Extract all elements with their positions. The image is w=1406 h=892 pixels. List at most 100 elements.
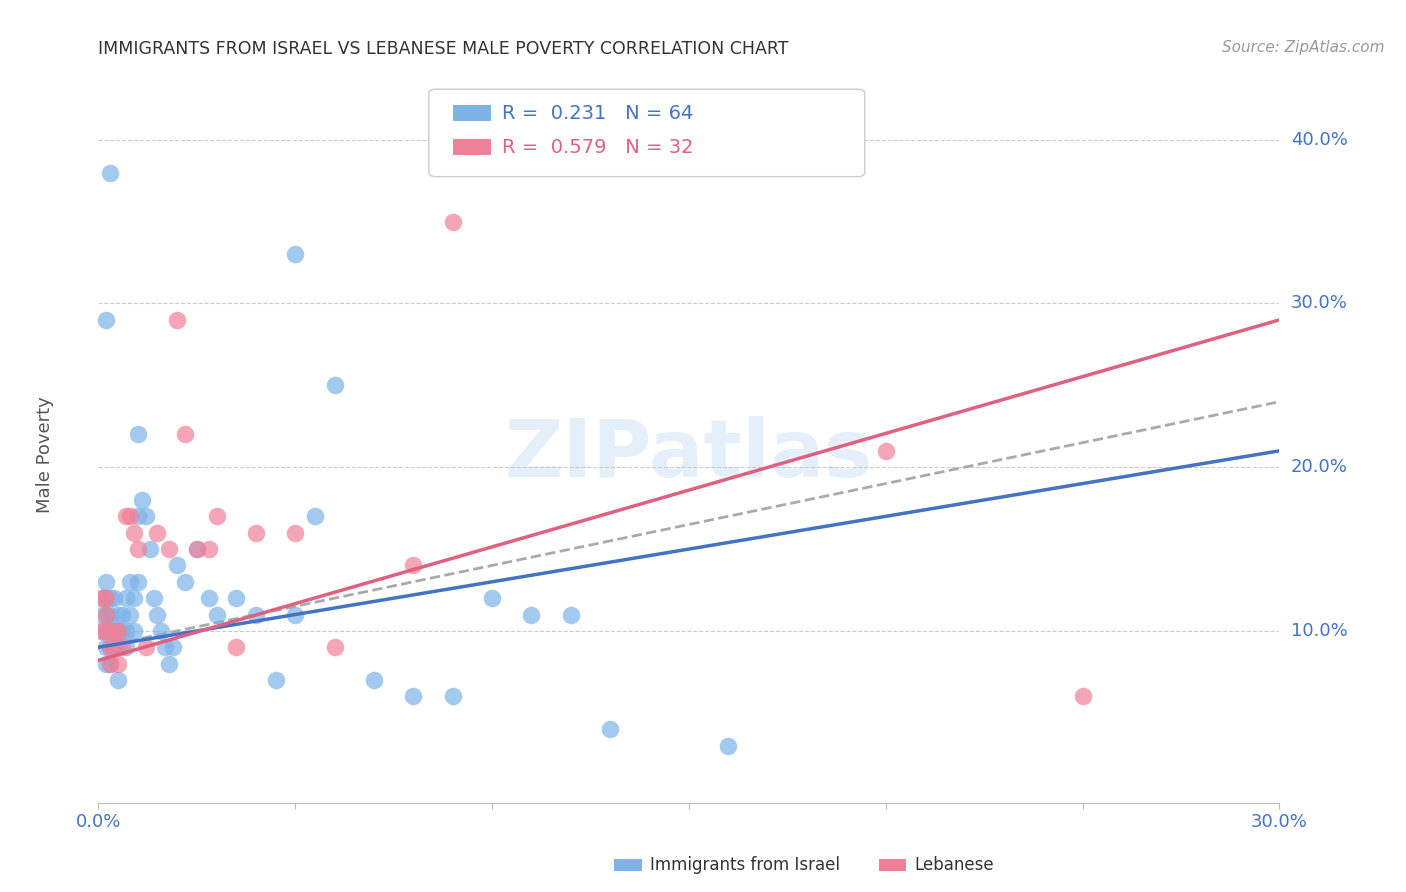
Point	[146, 607, 169, 622]
Point	[225, 591, 247, 606]
Point	[264, 673, 287, 687]
Point	[162, 640, 184, 655]
Point	[127, 574, 149, 589]
Point	[363, 673, 385, 687]
Point	[98, 607, 121, 622]
Point	[111, 607, 134, 622]
Point	[98, 591, 121, 606]
Point	[96, 624, 118, 638]
Point	[91, 591, 114, 606]
Point	[1071, 690, 1094, 704]
Point	[174, 427, 197, 442]
Point	[205, 509, 228, 524]
Text: Immigrants from Israel: Immigrants from Israel	[651, 856, 841, 874]
Point	[481, 591, 503, 606]
Point	[103, 624, 125, 638]
Point	[91, 607, 114, 622]
Point	[98, 165, 121, 179]
Point	[186, 542, 208, 557]
Point	[103, 640, 125, 655]
Point	[103, 591, 125, 606]
Text: Male Poverty: Male Poverty	[37, 397, 55, 513]
Point	[323, 378, 346, 392]
Point	[284, 607, 307, 622]
Text: ZIPatlas: ZIPatlas	[505, 416, 873, 494]
Point	[131, 492, 153, 507]
Point	[98, 657, 121, 671]
Point	[115, 591, 138, 606]
Point	[118, 607, 141, 622]
Point	[197, 591, 219, 606]
Point	[135, 640, 157, 655]
Point	[441, 214, 464, 228]
Text: 30.0%: 30.0%	[1291, 294, 1347, 312]
Text: Lebanese: Lebanese	[915, 856, 994, 874]
Point	[245, 525, 267, 540]
Point	[103, 624, 125, 638]
Point	[115, 509, 138, 524]
Point	[205, 607, 228, 622]
Point	[402, 690, 425, 704]
Point	[138, 542, 160, 557]
Text: 10.0%: 10.0%	[1291, 622, 1347, 640]
Text: IMMIGRANTS FROM ISRAEL VS LEBANESE MALE POVERTY CORRELATION CHART: IMMIGRANTS FROM ISRAEL VS LEBANESE MALE …	[98, 40, 789, 58]
Text: 20.0%: 20.0%	[1291, 458, 1347, 476]
Point	[186, 542, 208, 557]
Point	[91, 591, 114, 606]
Point	[111, 640, 134, 655]
Point	[118, 509, 141, 524]
Point	[197, 542, 219, 557]
Point	[107, 624, 129, 638]
Point	[96, 624, 118, 638]
Point	[107, 673, 129, 687]
Text: R =  0.231   N = 64: R = 0.231 N = 64	[502, 103, 693, 123]
Point	[98, 640, 121, 655]
Point	[225, 640, 247, 655]
Point	[166, 313, 188, 327]
Point	[91, 624, 114, 638]
Point	[127, 542, 149, 557]
Point	[118, 574, 141, 589]
Point	[157, 542, 180, 557]
Point	[98, 624, 121, 638]
Point	[96, 313, 118, 327]
Point	[875, 443, 897, 458]
Point	[155, 640, 177, 655]
Point	[284, 247, 307, 261]
Point	[599, 722, 621, 736]
Point	[96, 574, 118, 589]
Point	[122, 624, 145, 638]
Point	[96, 607, 118, 622]
Point	[122, 525, 145, 540]
Point	[245, 607, 267, 622]
Point	[91, 624, 114, 638]
Point	[127, 509, 149, 524]
Point	[166, 558, 188, 573]
Point	[115, 640, 138, 655]
Point	[402, 558, 425, 573]
Point	[146, 525, 169, 540]
Point	[323, 640, 346, 655]
Point	[520, 607, 543, 622]
Point	[157, 657, 180, 671]
Point	[98, 657, 121, 671]
Point	[142, 591, 165, 606]
Point	[150, 624, 173, 638]
Point	[304, 509, 326, 524]
Text: 40.0%: 40.0%	[1291, 131, 1347, 149]
Point	[96, 591, 118, 606]
Point	[96, 640, 118, 655]
Point	[717, 739, 740, 753]
Point	[174, 574, 197, 589]
Point	[115, 624, 138, 638]
Point	[127, 427, 149, 442]
Text: Source: ZipAtlas.com: Source: ZipAtlas.com	[1222, 40, 1385, 55]
Point	[96, 591, 118, 606]
Text: R =  0.579   N = 32: R = 0.579 N = 32	[502, 137, 693, 157]
Point	[441, 690, 464, 704]
Point	[96, 657, 118, 671]
Point	[122, 591, 145, 606]
Point	[96, 607, 118, 622]
Point	[107, 624, 129, 638]
Point	[98, 640, 121, 655]
